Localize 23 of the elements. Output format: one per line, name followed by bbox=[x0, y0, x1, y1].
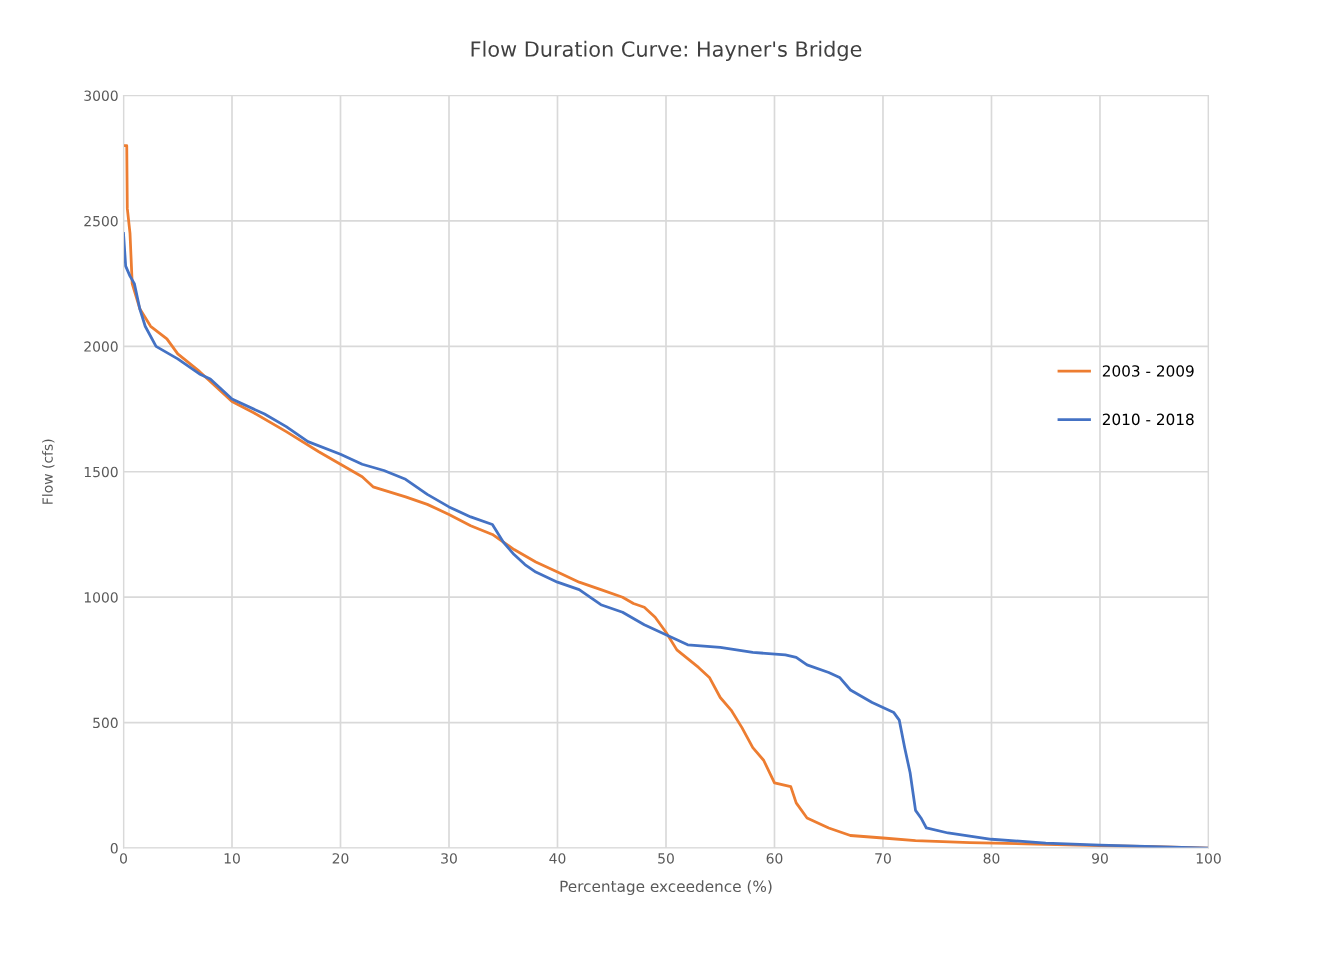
x-tick-label: 50 bbox=[658, 853, 674, 864]
x-tick-label: 30 bbox=[441, 853, 457, 864]
y-tick-label: 0 bbox=[110, 843, 118, 854]
x-tick-label: 90 bbox=[1092, 853, 1108, 864]
y-tick-label: 2000 bbox=[84, 341, 118, 352]
y-tick-label: 1000 bbox=[84, 592, 118, 603]
x-tick-label: 10 bbox=[224, 853, 240, 864]
y-tick-label: 3000 bbox=[84, 90, 118, 101]
x-tick-label: 40 bbox=[549, 853, 566, 864]
x-tick-label: 70 bbox=[875, 853, 891, 864]
x-tick-label: 20 bbox=[332, 853, 349, 864]
x-tick-label: 100 bbox=[1196, 853, 1221, 864]
legend-label: 2010 - 2018 bbox=[1102, 413, 1194, 426]
y-axis-title: Flow (cfs) bbox=[42, 439, 55, 504]
y-tick-label: 1500 bbox=[84, 466, 118, 478]
legend-label: 2003 - 2009 bbox=[1102, 365, 1194, 377]
x-tick-label: 60 bbox=[766, 853, 783, 864]
y-tick-label: 2500 bbox=[84, 215, 118, 227]
x-tick-label: 0 bbox=[120, 853, 127, 864]
x-axis-title: Percentage exceedence (%) bbox=[560, 880, 772, 896]
chart-title: Flow Duration Curve: Hayner's Bridge bbox=[471, 40, 862, 61]
y-tick-label: 500 bbox=[93, 717, 118, 729]
x-tick-label: 80 bbox=[983, 853, 1000, 864]
